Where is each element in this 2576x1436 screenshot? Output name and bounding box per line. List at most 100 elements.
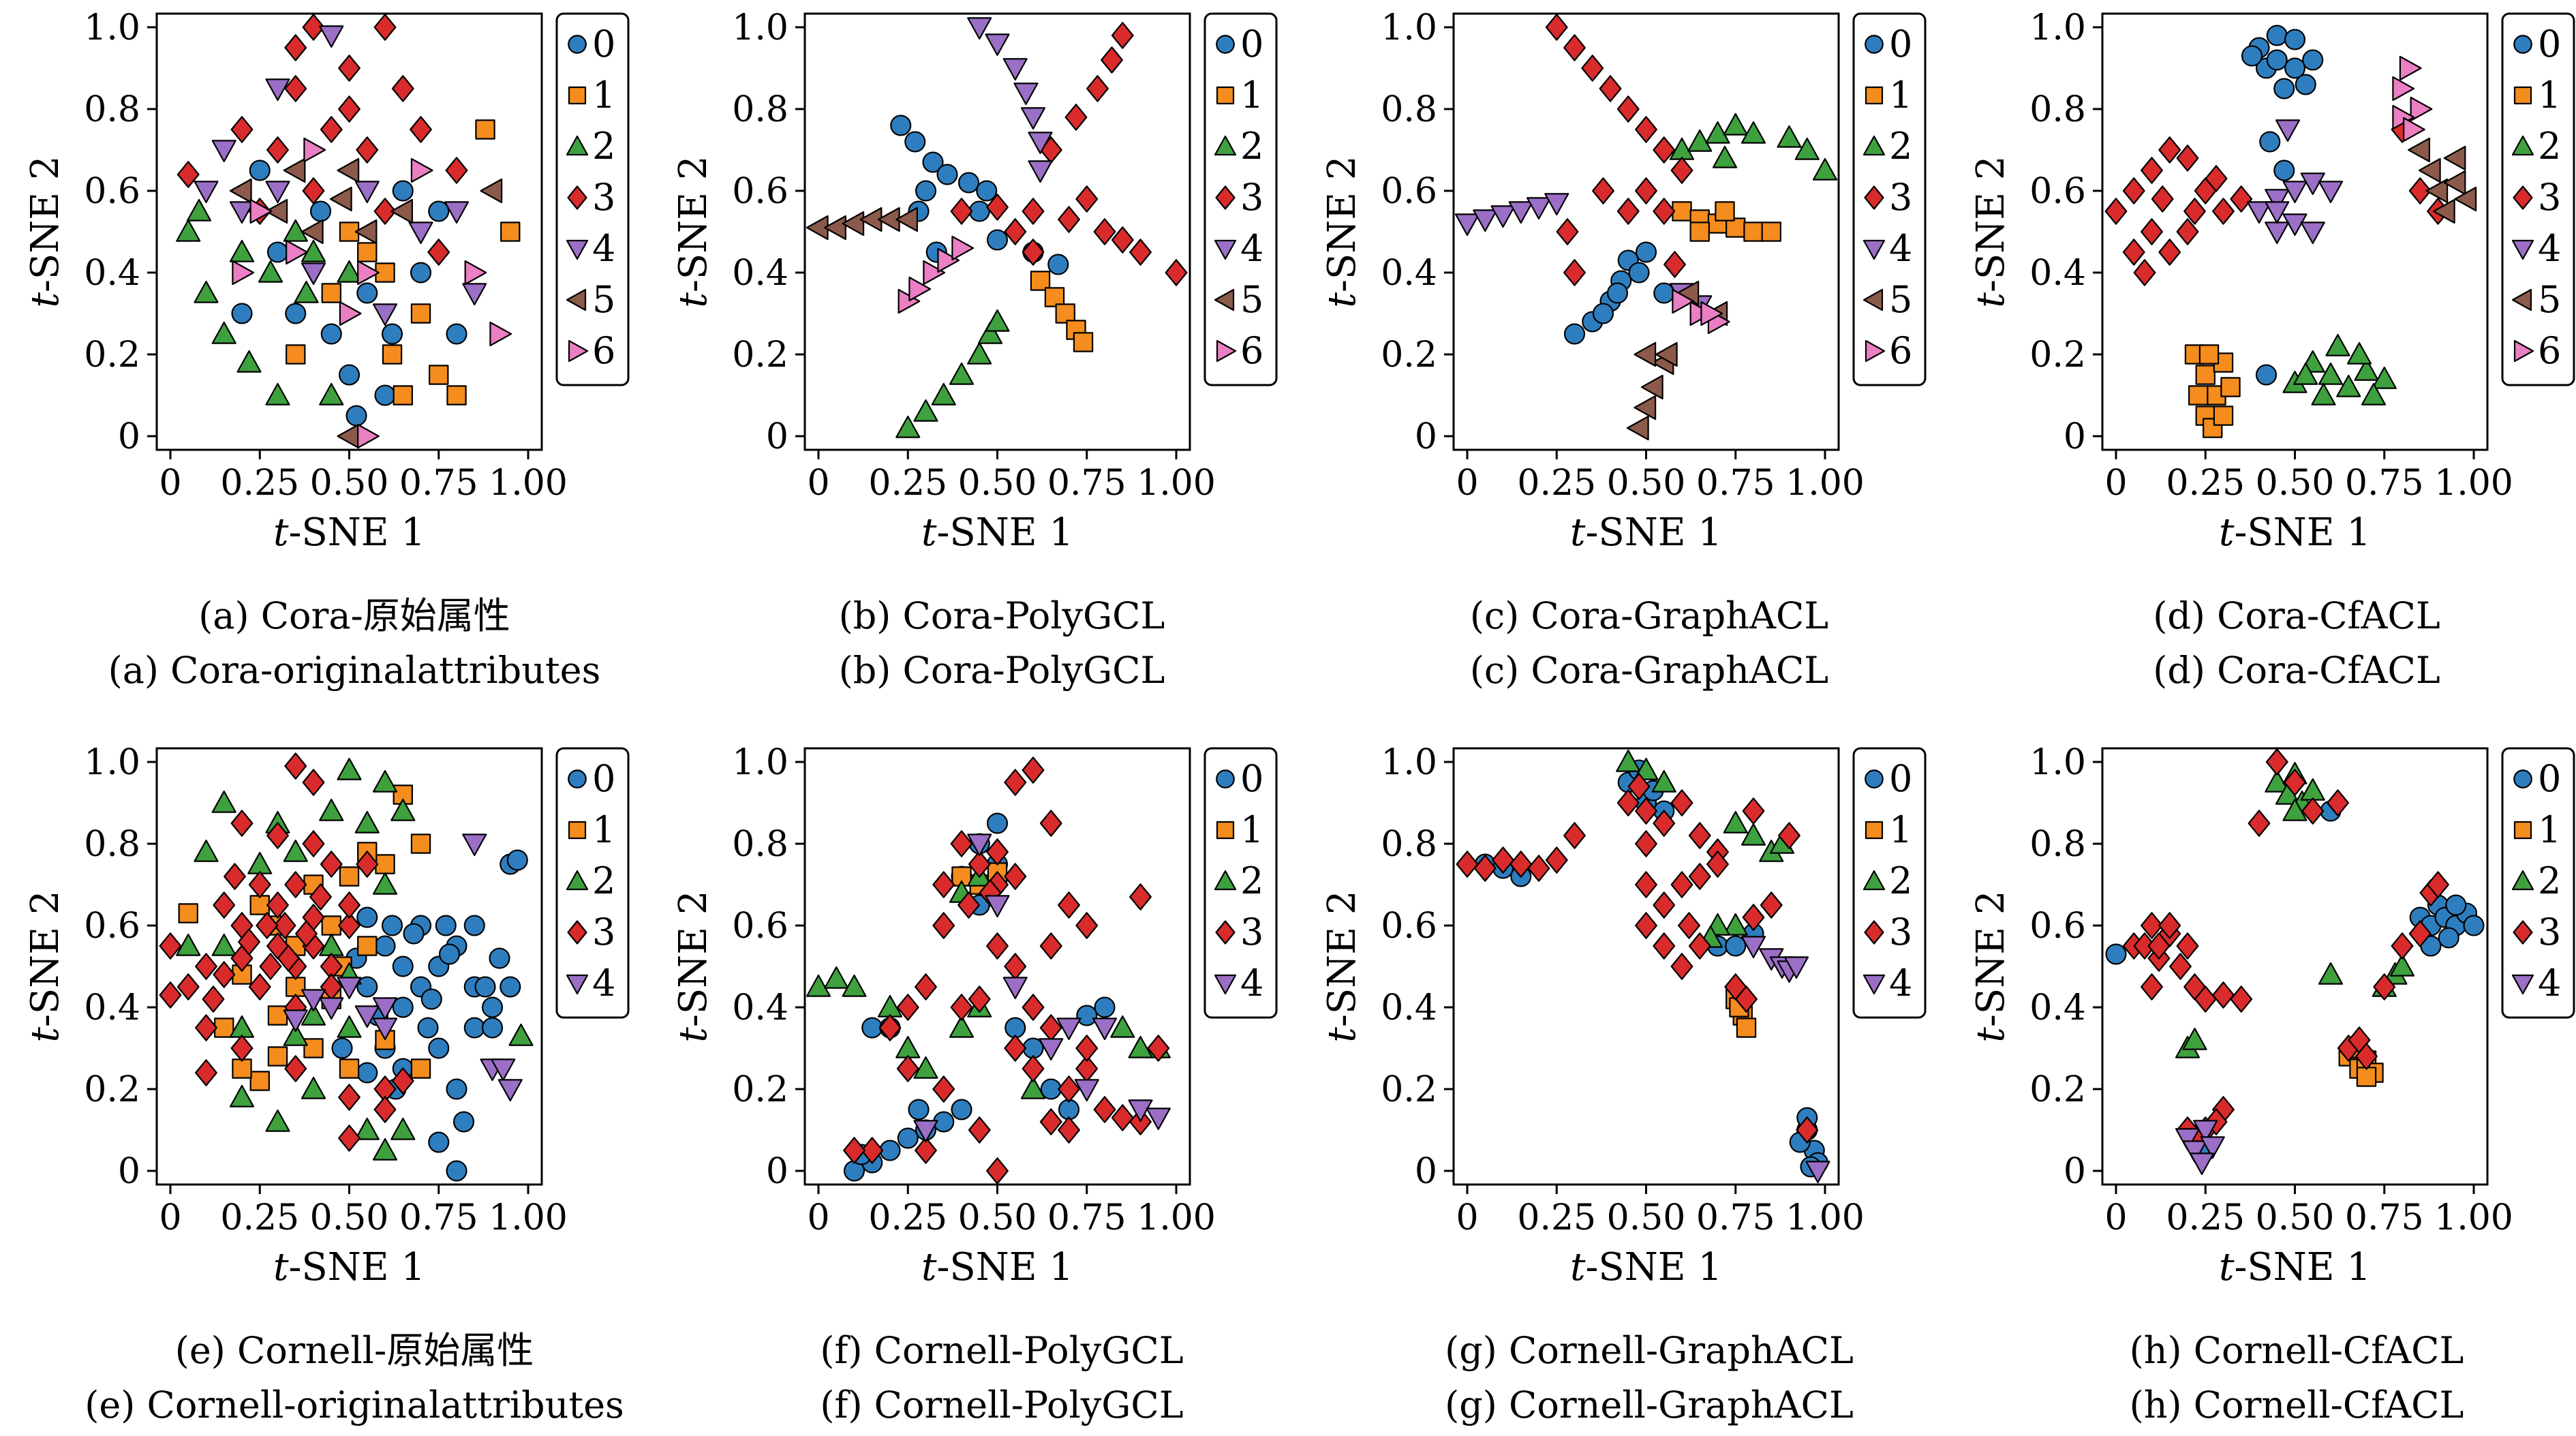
point-class-3 — [1563, 822, 1586, 849]
x-tick-label: 0.25 — [868, 1197, 947, 1238]
point-class-2 — [842, 974, 867, 997]
points — [806, 17, 1188, 438]
point-class-4 — [444, 201, 470, 224]
legend: 0 1 2 3 4 — [1852, 747, 1927, 1019]
legend-label-3: 3 — [592, 176, 615, 219]
legend-label-1: 1 — [592, 808, 615, 851]
point-class-4 — [462, 283, 487, 306]
point-class-3 — [1022, 994, 1045, 1021]
point-class-5 — [354, 219, 378, 245]
x-tick-label: 0 — [159, 1197, 181, 1238]
point-class-3 — [1039, 932, 1062, 960]
point-class-0 — [481, 1017, 504, 1039]
point-class-5 — [2432, 198, 2455, 224]
point-class-2 — [301, 1003, 326, 1026]
y-tick-label: 0.2 — [84, 1069, 140, 1110]
legend-marker-6 — [1865, 339, 1886, 363]
point-class-3 — [1545, 14, 1568, 41]
y-tick-label: 1.0 — [732, 742, 788, 783]
point-class-5 — [301, 219, 324, 245]
point-class-6 — [357, 260, 380, 286]
point-class-3 — [1075, 912, 1099, 939]
caption: (h) Cornell-CfACL — [2130, 1329, 2464, 1372]
legend-label-4: 4 — [1240, 962, 1263, 1005]
point-class-3 — [1147, 1035, 1170, 1062]
legend-marker-3 — [567, 920, 587, 945]
y-tick-label: 0.2 — [1381, 1069, 1437, 1110]
point-class-6 — [286, 239, 308, 265]
point-class-3 — [2230, 185, 2253, 213]
y-tick-label: 0.4 — [84, 988, 140, 1028]
point-class-4 — [967, 834, 992, 857]
point-class-3 — [356, 136, 379, 164]
point-class-1 — [410, 1058, 431, 1079]
point-class-2 — [977, 321, 1003, 344]
point-class-3 — [302, 177, 325, 204]
point-class-4 — [301, 262, 326, 286]
y-tick-label: 1.0 — [2029, 7, 2086, 48]
legend: 0 1 2 3 4 5 6 — [1203, 12, 1278, 386]
point-class-2 — [337, 260, 362, 283]
point-class-0 — [2295, 74, 2316, 95]
point-class-5 — [1634, 341, 1657, 367]
point-class-2 — [1128, 1035, 1153, 1058]
point-class-1 — [1689, 221, 1710, 242]
point-class-3 — [1635, 116, 1657, 143]
y-tick-label: 0 — [118, 416, 140, 457]
caption: (e) Cornell-原始属性 — [175, 1329, 534, 1372]
point-class-3 — [968, 986, 991, 1013]
point-class-3 — [1111, 22, 1134, 49]
x-tick-label: 0.75 — [2345, 463, 2424, 504]
point-class-2 — [2182, 1027, 2207, 1050]
point-class-2 — [211, 321, 236, 344]
point-class-0 — [986, 229, 1009, 251]
legend-marker-0 — [2513, 35, 2532, 54]
point-class-3 — [1653, 891, 1676, 919]
point-class-6 — [951, 235, 975, 261]
point-class-5 — [329, 186, 352, 212]
point-class-3 — [2158, 912, 2181, 939]
y-tick-label: 1.0 — [1381, 7, 1437, 48]
point-class-3 — [410, 116, 432, 143]
point-class-0 — [420, 988, 442, 1010]
point-class-6 — [489, 321, 512, 347]
point-class-0 — [320, 323, 342, 345]
legend-marker-0 — [1865, 769, 1884, 789]
point-class-3 — [1563, 34, 1586, 61]
point-class-5 — [1634, 395, 1657, 421]
x-tick-label: 0 — [159, 463, 181, 504]
point-class-1 — [2356, 1067, 2377, 1087]
point-class-2 — [186, 198, 212, 221]
point-class-0 — [446, 1160, 467, 1182]
legend-label-1: 1 — [592, 74, 615, 117]
point-class-4 — [2246, 201, 2272, 224]
point-class-3 — [302, 830, 325, 857]
point-class-3 — [2230, 986, 2253, 1013]
legend-marker-1 — [1216, 821, 1235, 840]
point-class-0 — [392, 996, 414, 1018]
point-class-3 — [1735, 986, 1758, 1013]
point-class-2 — [301, 1076, 326, 1099]
point-class-3 — [1653, 136, 1676, 164]
point-class-4 — [265, 78, 290, 102]
x-tick-label: 0.25 — [2166, 1197, 2245, 1238]
point-class-0 — [2302, 49, 2324, 71]
point-class-1 — [375, 262, 395, 283]
point-class-3 — [986, 838, 1009, 866]
y-tick-label: 0.6 — [732, 906, 788, 947]
point-class-2 — [2354, 358, 2379, 381]
legend-box — [555, 747, 630, 1019]
point-class-3 — [1653, 198, 1676, 225]
legend-marker-5 — [1214, 288, 1235, 311]
point-class-5 — [1626, 415, 1649, 441]
point-class-4 — [1002, 977, 1028, 1000]
point-class-4 — [337, 977, 362, 1000]
point-class-3 — [177, 973, 200, 1000]
legend-marker-5 — [566, 288, 587, 311]
point-class-0 — [1058, 1099, 1080, 1120]
point-class-0 — [904, 131, 926, 153]
y-tick-label: 0.6 — [1381, 171, 1437, 212]
point-class-0 — [1094, 996, 1116, 1018]
point-class-2 — [194, 280, 219, 303]
point-class-3 — [1004, 1035, 1027, 1062]
